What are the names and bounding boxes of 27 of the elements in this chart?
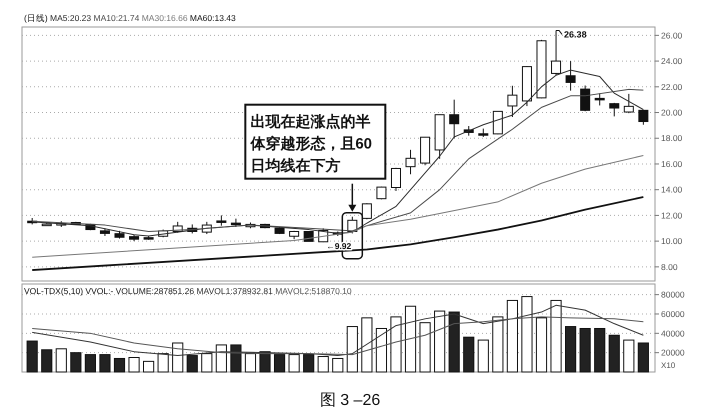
y-tick-label: 26.00 bbox=[661, 30, 683, 40]
text: MA30:16.66 bbox=[142, 13, 190, 23]
text: MAVOL1:378932.81 bbox=[196, 286, 276, 296]
y-tick-label: 24.00 bbox=[661, 56, 683, 66]
annotation: 出现在起涨点的半体穿越形态，且60日均线在下方 bbox=[249, 114, 372, 175]
y-tick-label: 20.00 bbox=[661, 108, 683, 118]
y-tick-label: 18.00 bbox=[661, 133, 683, 144]
y-tick-label: 20000 bbox=[661, 348, 685, 358]
y-tick-label: 10.00 bbox=[661, 236, 683, 246]
y-tick-label: 8.00 bbox=[661, 262, 678, 272]
y-tick-label: 16.00 bbox=[661, 158, 683, 169]
text: MA60:13.43 bbox=[190, 13, 236, 23]
text: MAVOL2:518870.10 bbox=[275, 286, 352, 296]
y-tick-label: 12.00 bbox=[661, 210, 683, 220]
caption: 图 3 –26 bbox=[320, 392, 380, 409]
chart-title: (日线) bbox=[24, 13, 50, 23]
chart-title: VOL-TDX(5,10) VVOL:- bbox=[24, 286, 116, 296]
y-tick-label: 14.00 bbox=[661, 184, 683, 195]
text: X10 bbox=[661, 361, 676, 370]
y-tick-label: 60000 bbox=[661, 308, 685, 319]
text: MA10:21.74 bbox=[94, 13, 142, 23]
y-tick-label: 22.00 bbox=[661, 82, 683, 92]
annotation: 26.38 bbox=[564, 29, 587, 40]
y-tick-label: 40000 bbox=[661, 328, 685, 338]
text: VOLUME:287851.26 bbox=[116, 286, 196, 296]
text: MA5:20.23 bbox=[50, 13, 94, 23]
y-tick-label: 80000 bbox=[661, 290, 685, 300]
